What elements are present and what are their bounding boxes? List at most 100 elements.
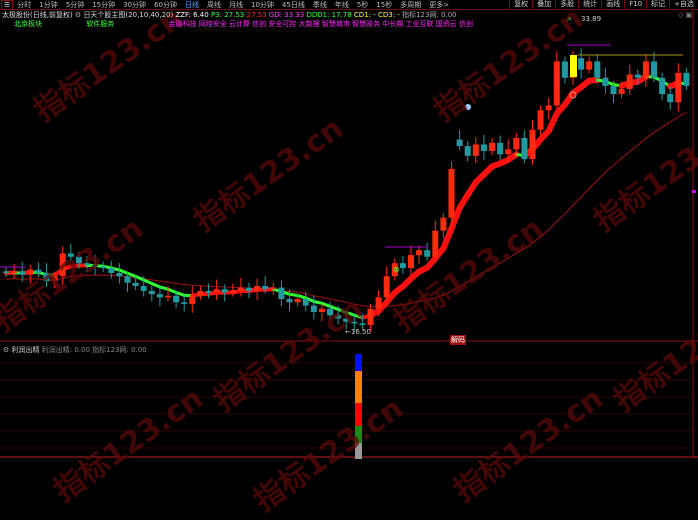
candle-body: [546, 105, 552, 110]
period-tab[interactable]: 季线: [309, 0, 331, 10]
toolbar-button[interactable]: 复权: [509, 0, 532, 9]
period-tab[interactable]: 年线: [331, 0, 353, 10]
candle-body: [384, 276, 390, 297]
toolbar-button[interactable]: +自选: [669, 0, 698, 9]
candle-body: [3, 271, 9, 273]
signal-bar-segment: [355, 371, 362, 403]
region-tag[interactable]: 北京板块: [14, 20, 42, 28]
sector-tags: 北京板块 软件服务 金融科技 网络安全 云计算 信创 安全可控 大数据 智慧城市…: [0, 19, 473, 29]
period-tab[interactable]: 多周期: [396, 0, 425, 10]
candle-body: [465, 146, 471, 156]
ddd1-value: DDD1: 17.78: [306, 11, 351, 19]
candle-body: [611, 86, 617, 94]
candle-body: [287, 299, 293, 302]
stock-name[interactable]: 太极股份(日线,前复权): [2, 11, 73, 19]
candle-body: [538, 110, 544, 130]
period-tab[interactable]: 5分钟: [62, 0, 88, 10]
candle-body: [173, 296, 179, 303]
candle-body: [222, 289, 228, 292]
p3-value: P3: 27.53: [211, 11, 244, 19]
candle-body: [238, 288, 244, 291]
settings-icon[interactable]: ◇ ▣: [678, 11, 692, 19]
candle-body: [206, 291, 212, 293]
candle-body: [303, 299, 309, 306]
candle-body: [416, 250, 422, 255]
gear-icon[interactable]: ⚙: [3, 346, 9, 354]
candle-body: [659, 78, 665, 94]
candle-body: [675, 73, 681, 102]
candle-body: [278, 288, 284, 299]
candle-body: [651, 61, 657, 77]
candle-body: [635, 74, 641, 77]
sub-indicator-header: ⚙ 利润出精 利润出精: 0.00 指标123网: 0.00: [3, 345, 147, 355]
period-tab[interactable]: 10分钟: [247, 0, 278, 10]
gear-icon[interactable]: ⚙: [75, 11, 81, 19]
candle-body: [473, 144, 479, 155]
p3b-value: 27.53: [246, 11, 266, 19]
toolbar-button[interactable]: 画线: [601, 0, 624, 9]
period-tab[interactable]: 15秒: [372, 0, 396, 10]
candle-body: [667, 94, 673, 102]
period-tab[interactable]: 60分钟: [150, 0, 181, 10]
sub-title[interactable]: 利润出精: [12, 346, 40, 354]
candle-body: [133, 283, 139, 286]
candle-body: [489, 143, 495, 151]
toolbar-button[interactable]: F10: [624, 0, 646, 9]
trend-ribbon-segment: [443, 228, 451, 248]
candle-body: [683, 73, 689, 86]
candle-body: [141, 286, 147, 291]
candle-body: [497, 143, 503, 154]
industry-tag[interactable]: 软件服务: [86, 20, 114, 28]
period-tab[interactable]: 1分钟: [35, 0, 61, 10]
candle-body: [262, 286, 268, 289]
period-tab[interactable]: 45日线: [278, 0, 309, 10]
toolbar-button[interactable]: 统计: [578, 0, 601, 9]
candle-body: [270, 288, 276, 290]
menu-icon[interactable]: ☰: [1, 0, 13, 10]
candle-body: [408, 255, 414, 268]
toolbar-button[interactable]: 标记: [646, 0, 669, 9]
candle-body: [554, 61, 560, 105]
candle-body: [214, 289, 220, 292]
period-tab[interactable]: 月线: [225, 0, 247, 10]
candle-body: [116, 273, 122, 276]
candle-body: [530, 130, 536, 159]
candle-body: [149, 291, 155, 294]
zzf-value: ZZF: 6.40: [175, 11, 208, 19]
period-tab[interactable]: 周线: [203, 0, 225, 10]
signal-label: 解码: [450, 335, 466, 345]
period-tab[interactable]: 15分钟: [88, 0, 119, 10]
candle-body: [586, 61, 592, 69]
candle-body: [432, 231, 438, 257]
highlight-candle: [570, 55, 577, 77]
cd3-value: CD3: -: [378, 11, 400, 19]
candle-body: [197, 291, 203, 296]
candle-body: [376, 297, 382, 308]
buy-signal-icon: ⊗: [393, 265, 400, 274]
concept-tags[interactable]: 金融科技 网络安全 云计算 信创 安全可控 大数据 智慧城市 智慧政务 中长期 …: [168, 20, 472, 28]
candle-body: [440, 218, 446, 231]
candle-body: [295, 299, 301, 302]
toolbar-button[interactable]: 叠加: [532, 0, 555, 9]
candle-body: [165, 296, 171, 298]
low-price-label: ←16.50: [345, 328, 371, 336]
signal-bar-segment: [355, 354, 362, 371]
price-marker: [692, 190, 696, 193]
indicator-name[interactable]: 日天个股主图(20,10,40,20): [83, 11, 173, 19]
candle-body: [521, 138, 527, 159]
gd-value: GD: 33.33: [269, 11, 304, 19]
candle-body: [246, 288, 252, 291]
candle-body: [449, 169, 455, 218]
toolbar-button[interactable]: 多股: [555, 0, 578, 9]
candle-body: [594, 61, 600, 77]
candle-body: [157, 294, 163, 297]
high-price-label: 33.89: [581, 15, 601, 23]
period-tab[interactable]: 更多>: [425, 0, 453, 10]
candle-body: [619, 89, 625, 94]
period-tab[interactable]: 30分钟: [119, 0, 150, 10]
period-tab[interactable]: 日线: [181, 0, 203, 10]
period-tab[interactable]: 分时: [13, 0, 35, 10]
period-tab[interactable]: 5秒: [353, 0, 372, 10]
candle-body: [643, 61, 649, 77]
